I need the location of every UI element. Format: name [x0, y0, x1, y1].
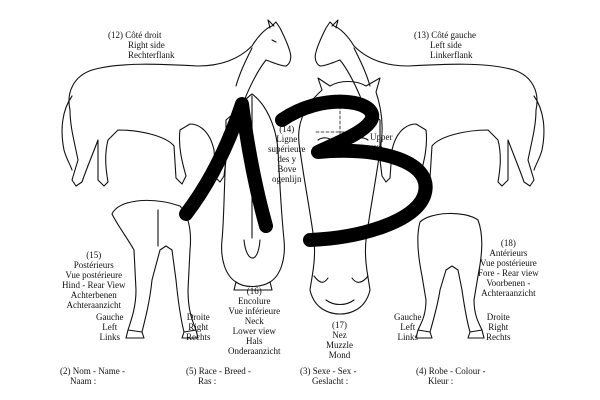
- label-hind-l1: Postérieurs: [73, 260, 114, 270]
- label-hind-l4: Achterbenen: [70, 290, 117, 300]
- field-breed: (5) Race - Breed - Ras :: [186, 366, 251, 386]
- horse-right-eye: [271, 39, 277, 43]
- label-fore-left-1: Gauche: [394, 312, 422, 322]
- label-right-side: (12) Côté droit Right side Rechterflank: [108, 30, 174, 60]
- label-hind-left-1: Gauche: [96, 312, 124, 322]
- label-fore-left-side: Gauche Left Links: [394, 312, 421, 342]
- label-hind-left-3: Links: [99, 332, 120, 342]
- label-top-line-fr2: supérieure: [268, 144, 306, 154]
- label-fore-right-2: Right: [488, 322, 509, 332]
- label-right-side-fr: Côté droit: [125, 30, 162, 40]
- field-colour-label: (4) Robe - Colour -: [416, 366, 486, 376]
- label-neck-l5: Hals: [245, 336, 263, 346]
- label-fore-right-1: Droite: [486, 312, 510, 322]
- label-left-side-nl: Linkerflank: [430, 50, 473, 60]
- label-left-side-en: Left side: [430, 40, 462, 50]
- label-upper-eye-1: Upper: [370, 132, 393, 142]
- field-sex-label-nl: Geslacht :: [312, 376, 349, 386]
- label-muzzle-l2: Muzzle: [326, 340, 353, 350]
- horse-right-tail: [61, 95, 73, 171]
- label-neck-num: (16): [246, 286, 262, 296]
- handwritten-stroke-one: [179, 97, 273, 233]
- label-fore-right-3: Rechts: [486, 332, 511, 342]
- horse-right-mane: [235, 47, 253, 87]
- label-hind-right-side: Droite Right Rechts: [186, 312, 211, 342]
- field-sex-label: (3) Sexe - Sex -: [300, 366, 357, 376]
- label-left-side: (13) Côté gauche Left side Linkerflank: [414, 30, 476, 60]
- field-name: (2) Nom - Name - Naam :: [60, 366, 125, 386]
- label-right-side-num: (12): [108, 30, 123, 40]
- label-fore-l1: Antérieurs: [489, 248, 528, 258]
- label-fore-l5: Achteraanzicht: [481, 288, 536, 298]
- label-hind-l3: Hind - Rear View: [62, 280, 126, 290]
- horse-right-ear: [267, 19, 275, 29]
- label-neck-view: (16) Encolure Vue inférieure Neck Lower …: [228, 286, 280, 356]
- label-hind-l2: Vue postérieure: [65, 270, 123, 280]
- label-muzzle-l3: Mond: [328, 350, 351, 360]
- field-breed-label: (5) Race - Breed -: [186, 366, 251, 376]
- label-top-line-nl1: Bove: [277, 164, 297, 174]
- label-left-side-num: (13): [414, 30, 429, 40]
- label-hind-left-2: Left: [102, 322, 118, 332]
- label-left-side-fr: Côté gauche: [431, 30, 476, 40]
- label-hind-num: (15): [86, 250, 102, 260]
- label-hind-l5: Achteraanzicht: [66, 300, 121, 310]
- label-fore-view: (18) Antérieurs Vue postérieure Fore - R…: [478, 238, 539, 298]
- horse-right-body-outline: [68, 21, 292, 187]
- label-fore-right-side: Droite Right Rechts: [486, 312, 511, 342]
- label-hind-right-3: Rechts: [186, 332, 211, 342]
- field-breed-label-nl: Ras :: [198, 376, 217, 386]
- field-colour-label-nl: Kleur :: [428, 376, 454, 386]
- label-neck-l6: Onderaanzicht: [228, 346, 281, 356]
- label-top-line-num: (14): [279, 124, 295, 134]
- label-fore-l4: Voorbenen -: [486, 278, 531, 288]
- label-upper-eye: Upper eye: [370, 132, 393, 152]
- label-fore-num: (18): [500, 238, 516, 248]
- label-muzzle-num: (17): [332, 320, 347, 330]
- label-upper-eye-2: eye: [370, 142, 383, 152]
- label-top-line-fr1: Ligne: [276, 134, 298, 144]
- label-neck-l3: Neck: [244, 316, 264, 326]
- horse-left-side-icon: [314, 19, 545, 187]
- label-hind-right-2: Right: [188, 322, 209, 332]
- label-right-side-nl: Rechterflank: [128, 50, 175, 60]
- label-muzzle-view: (17) Nez Muzzle Mond: [326, 320, 353, 360]
- field-sex: (3) Sexe - Sex - Geslacht :: [300, 366, 356, 386]
- fore-legs-rear-view-icon: [415, 212, 485, 339]
- label-hind-view: (15) Postérieurs Vue postérieure Hind - …: [62, 250, 126, 310]
- label-fore-left-3: Links: [397, 332, 418, 342]
- label-top-line-fr3: des y: [277, 154, 297, 164]
- label-top-line-nl2: ogenlijn: [271, 174, 302, 184]
- label-top-line: (14) Ligne supérieure des y Bove ogenlij…: [268, 124, 305, 184]
- label-right-side-en: Right side: [128, 40, 165, 50]
- handwritten-stroke-three: [275, 94, 433, 247]
- field-name-label-nl: Naam :: [70, 376, 97, 386]
- field-name-label: (2) Nom - Name -: [60, 366, 125, 376]
- label-fore-l2: Vue postérieure: [480, 258, 537, 268]
- label-fore-left-2: Left: [400, 322, 416, 332]
- handwritten-number-icon: [179, 94, 433, 247]
- horse-right-side-icon: [61, 19, 292, 187]
- label-neck-l1: Encolure: [238, 296, 271, 306]
- horse-left-tail: [533, 95, 545, 171]
- horse-left-mane: [353, 47, 371, 87]
- label-hind-left-side: Gauche Left Links: [96, 312, 123, 342]
- label-neck-l2: Vue inférieure: [228, 306, 281, 316]
- label-hind-right-1: Droite: [186, 312, 210, 322]
- field-colour: (4) Robe - Colour - Kleur :: [416, 366, 486, 386]
- label-fore-l3: Fore - Rear view: [478, 268, 539, 278]
- horse-left-ear: [331, 19, 339, 29]
- label-muzzle-l1: Nez: [332, 330, 347, 340]
- horse-left-body-outline: [314, 21, 538, 187]
- label-neck-l4: Lower view: [232, 326, 276, 336]
